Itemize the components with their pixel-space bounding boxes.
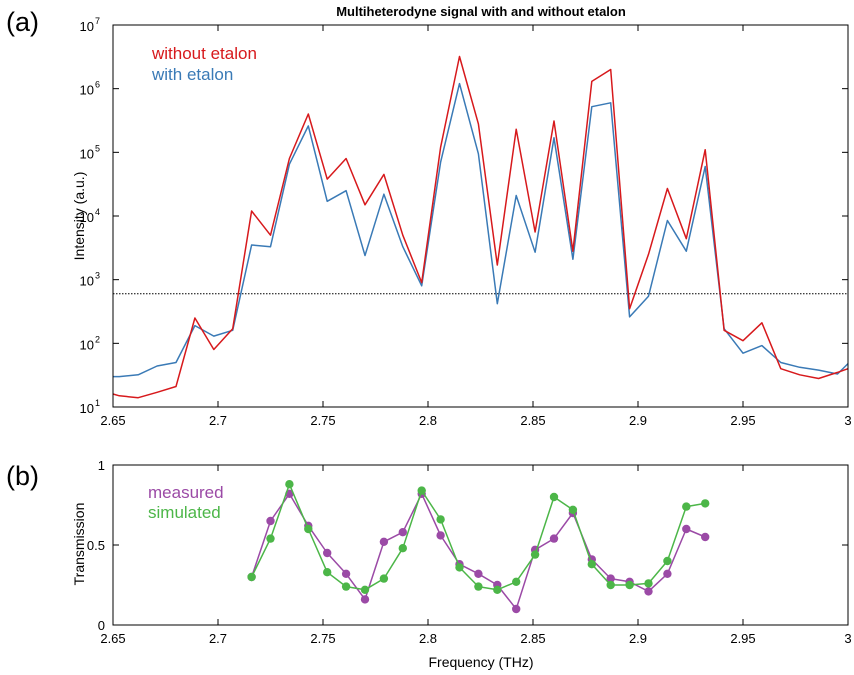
simulated-point <box>549 492 559 502</box>
b-x-tick-label: 2.9 <box>629 631 647 646</box>
a-y-tick-label: 10 <box>80 337 94 352</box>
b-x-tick-label: 3 <box>844 631 851 646</box>
measured-point <box>266 516 275 526</box>
measured-point <box>512 604 521 614</box>
b-x-tick-label: 2.8 <box>419 631 437 646</box>
a-y-tick-label: 10 <box>80 401 94 416</box>
b-y-tick-label: 0.5 <box>87 538 105 553</box>
panel-b-ticks: 2.65 2.7 2.75 2.8 2.85 2.9 2.95 3 0 0.5 1 <box>87 458 852 646</box>
legend-simulated: simulated <box>148 503 221 522</box>
simulated-point <box>304 524 313 534</box>
y-axis-label-intensity: Intensity (a.u.) <box>71 172 87 261</box>
simulated-point <box>625 580 634 590</box>
b-x-tick-label: 2.65 <box>100 631 125 646</box>
measured-point <box>341 569 351 578</box>
series-line-measured <box>250 493 706 610</box>
a-y-tick-exponent: 1 <box>95 398 100 408</box>
simulated-point <box>682 502 691 511</box>
a-x-tick-label: 2.9 <box>629 413 647 428</box>
measured-point <box>379 537 389 546</box>
measured-point <box>606 574 615 583</box>
simulated-point <box>360 585 370 594</box>
a-x-tick-label: 2.8 <box>419 413 437 428</box>
panel-label-b: (b) <box>6 461 39 491</box>
simulated-point <box>530 550 540 559</box>
measured-point <box>398 528 407 537</box>
measured-point <box>663 569 672 578</box>
legend-without-etalon: without etalon <box>151 44 257 63</box>
measured-point <box>682 524 691 534</box>
simulated-point <box>644 579 653 588</box>
a-y-tick-exponent: 4 <box>95 207 100 217</box>
simulated-point <box>285 480 294 489</box>
b-x-tick-label: 2.95 <box>730 631 755 646</box>
x-axis-label-frequency: Frequency (THz) <box>428 654 533 670</box>
a-x-tick-label: 2.85 <box>520 413 545 428</box>
a-y-tick-label: 10 <box>80 210 94 225</box>
legend-with-etalon: with etalon <box>151 65 233 84</box>
panel-a-intensity-plot: Multiheterodyne signal with and without … <box>71 4 852 428</box>
simulated-point <box>512 577 521 586</box>
simulated-point <box>323 568 332 577</box>
b-x-tick-label: 2.85 <box>520 631 545 646</box>
simulated-point <box>266 534 275 543</box>
simulated-point <box>417 486 426 495</box>
measured-point <box>360 595 370 604</box>
simulated-point <box>568 505 578 514</box>
measured-point <box>436 531 445 540</box>
panel-b-axes-box <box>112 464 849 626</box>
simulated-point <box>701 499 710 508</box>
legend-measured: measured <box>148 483 224 502</box>
a-y-tick-label: 10 <box>80 19 94 34</box>
b-y-tick-label: 0 <box>98 618 105 633</box>
simulated-point <box>663 556 672 566</box>
a-y-tick-exponent: 7 <box>95 16 100 26</box>
measured-point <box>549 534 559 543</box>
panel-a-series <box>112 55 849 399</box>
a-x-tick-label: 2.7 <box>209 413 227 428</box>
measured-point <box>474 569 483 578</box>
measured-point <box>644 587 653 596</box>
simulated-point <box>493 585 502 594</box>
simulated-point <box>341 582 351 591</box>
panel-label-a: (a) <box>6 7 39 37</box>
b-x-tick-label: 2.75 <box>310 631 335 646</box>
simulated-point <box>606 580 615 590</box>
a-y-tick-exponent: 6 <box>95 80 100 90</box>
measured-point <box>701 532 710 542</box>
simulated-point <box>455 563 464 572</box>
a-y-tick-label: 10 <box>80 274 94 289</box>
a-y-tick-exponent: 2 <box>95 334 100 344</box>
a-x-tick-label: 2.75 <box>310 413 335 428</box>
simulated-point <box>379 574 389 583</box>
simulated-point <box>398 544 407 553</box>
a-x-tick-label: 2.65 <box>100 413 125 428</box>
a-y-tick-exponent: 3 <box>95 271 100 281</box>
a-x-tick-label: 3 <box>844 413 851 428</box>
panel-a-axes-box <box>112 24 849 408</box>
b-y-tick-label: 1 <box>98 458 105 473</box>
simulated-point <box>474 582 483 591</box>
measured-point <box>323 548 332 558</box>
a-y-tick-label: 10 <box>80 83 94 98</box>
panel-b-series <box>247 480 710 614</box>
b-x-tick-label: 2.7 <box>209 631 227 646</box>
simulated-point <box>587 560 596 569</box>
chart-title: Multiheterodyne signal with and without … <box>336 4 626 19</box>
panel-b-transmission-plot: Transmission Frequency (THz) 2.65 2.7 2.75… <box>71 458 852 670</box>
a-y-tick-label: 10 <box>80 146 94 161</box>
a-x-tick-label: 2.95 <box>730 413 755 428</box>
simulated-point <box>436 515 445 524</box>
series-line-without-etalon <box>112 55 849 399</box>
series-line-with-etalon <box>113 82 849 378</box>
simulated-point <box>247 572 256 582</box>
a-y-tick-exponent: 5 <box>95 143 100 153</box>
y-axis-label-transmission: Transmission <box>71 503 87 586</box>
